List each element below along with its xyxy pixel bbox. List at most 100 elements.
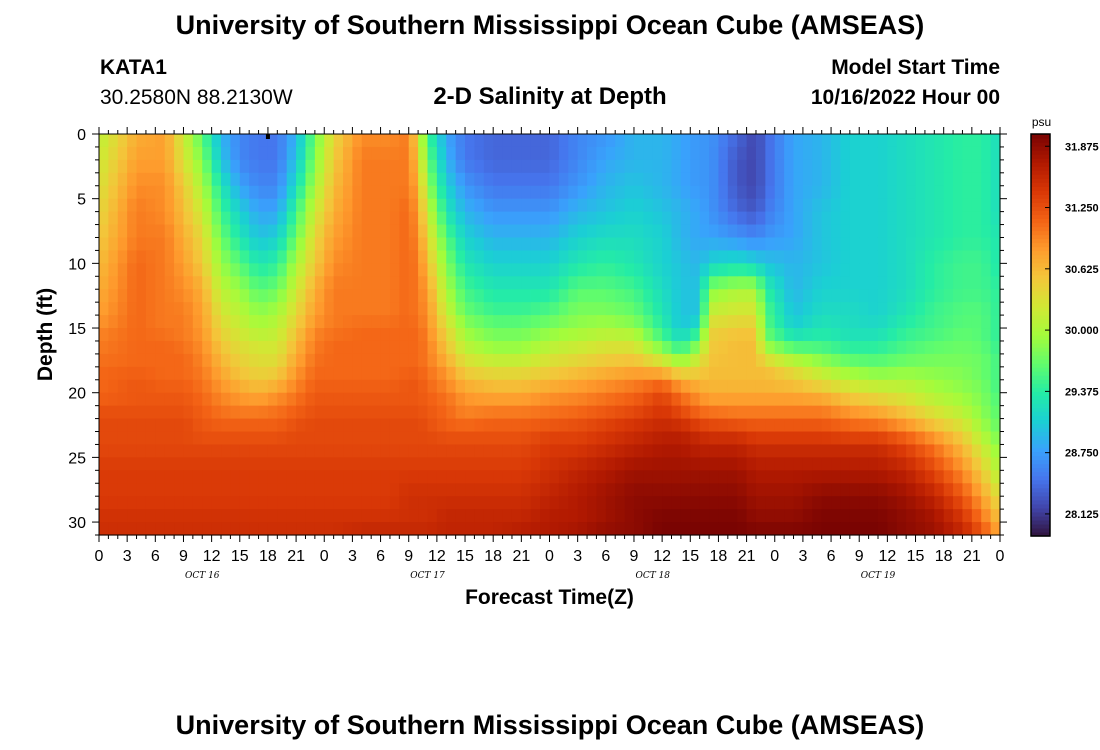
heatmap-cell xyxy=(577,405,588,420)
heatmap-cell xyxy=(558,366,569,381)
heatmap-cell xyxy=(587,379,598,394)
heatmap-cell xyxy=(164,315,175,329)
heatmap-cell xyxy=(380,431,391,446)
heatmap-cell xyxy=(840,405,851,420)
heatmap-cell xyxy=(605,444,616,458)
heatmap-cell xyxy=(558,302,569,316)
heatmap-cell xyxy=(831,237,842,252)
heatmap-cell xyxy=(380,353,391,368)
heatmap-cell xyxy=(680,172,691,187)
heatmap-cell xyxy=(249,457,260,471)
heatmap-cell xyxy=(596,392,607,407)
colorbar-segment xyxy=(1031,218,1050,224)
heatmap-cell xyxy=(221,134,231,148)
heatmap-cell xyxy=(183,302,194,316)
heatmap-cell xyxy=(784,470,795,484)
heatmap-cell xyxy=(643,379,654,394)
heatmap-cell xyxy=(380,289,391,303)
heatmap-cell xyxy=(924,250,935,264)
colorbar-segment xyxy=(1031,178,1050,183)
heatmap-cell xyxy=(971,496,982,510)
heatmap-cell xyxy=(896,444,907,458)
heatmap-cell xyxy=(249,146,260,161)
heatmap-cell xyxy=(821,159,832,174)
heatmap-cell xyxy=(267,353,278,368)
heatmap-cell xyxy=(868,509,879,523)
heatmap-cell xyxy=(324,379,335,394)
heatmap-cell xyxy=(934,340,945,355)
heatmap-cell xyxy=(981,224,992,239)
heatmap-cell xyxy=(183,353,194,368)
heatmap-cell xyxy=(953,431,964,446)
heatmap-cell xyxy=(793,457,804,471)
y-tick-label: 20 xyxy=(68,386,86,403)
heatmap-cell xyxy=(474,185,485,200)
heatmap-cell xyxy=(164,444,175,458)
heatmap-cell xyxy=(530,134,541,148)
heatmap-cell xyxy=(802,522,813,536)
heatmap-cell xyxy=(418,289,429,303)
heatmap-cell xyxy=(981,276,992,290)
heatmap-cell xyxy=(474,134,485,148)
heatmap-cell xyxy=(605,224,616,239)
heatmap-cell xyxy=(962,379,973,394)
heatmap-cell xyxy=(793,315,804,329)
heatmap-cell xyxy=(305,470,316,484)
heatmap-cell xyxy=(596,431,607,446)
heatmap-cell xyxy=(793,263,804,277)
heatmap-cell xyxy=(690,509,701,523)
heatmap-cell xyxy=(164,405,175,420)
heatmap-cell xyxy=(906,185,917,200)
heatmap-cell xyxy=(258,405,269,420)
heatmap-cell xyxy=(558,496,569,510)
heatmap-cell xyxy=(540,263,551,277)
heatmap-cell xyxy=(662,496,673,510)
heatmap-cell xyxy=(258,328,269,342)
heatmap-cell xyxy=(502,392,513,407)
heatmap-cell xyxy=(877,509,888,523)
heatmap-cell xyxy=(183,431,194,446)
heatmap-cell xyxy=(746,328,757,342)
heatmap-cell xyxy=(915,444,926,458)
heatmap-cell xyxy=(333,470,344,484)
heatmap-cell xyxy=(755,522,766,536)
heatmap-cell xyxy=(587,340,598,355)
heatmap-cell xyxy=(361,418,372,433)
heatmap-cell xyxy=(249,289,260,303)
heatmap-cell xyxy=(784,457,795,471)
heatmap-cell xyxy=(709,224,720,239)
heatmap-cell xyxy=(652,418,663,433)
heatmap-cell xyxy=(361,353,372,368)
heatmap-cell xyxy=(699,457,710,471)
heatmap-cell xyxy=(587,185,598,200)
heatmap-cell xyxy=(558,146,569,161)
heatmap-cell xyxy=(418,366,429,381)
heatmap-cell xyxy=(221,146,231,161)
heatmap-cell xyxy=(371,379,382,394)
heatmap-cell xyxy=(446,418,457,433)
heatmap-cell xyxy=(558,250,569,264)
heatmap-cell xyxy=(868,522,879,536)
heatmap-cell xyxy=(521,444,532,458)
heatmap-cell xyxy=(690,211,701,226)
heatmap-cell xyxy=(896,224,907,239)
heatmap-cell xyxy=(924,172,935,187)
heatmap-cell xyxy=(774,353,785,368)
heatmap-cell xyxy=(221,263,231,277)
heatmap-cell xyxy=(652,328,663,342)
heatmap-cell xyxy=(971,457,982,471)
heatmap-cell xyxy=(953,185,964,200)
heatmap-cell xyxy=(727,302,738,316)
heatmap-cell xyxy=(530,276,541,290)
heatmap-cell xyxy=(174,211,185,226)
heatmap-cell xyxy=(446,198,457,213)
heatmap-cell xyxy=(906,366,917,381)
heatmap-cell xyxy=(117,263,128,277)
heatmap-cell xyxy=(108,522,119,536)
heatmap-cell xyxy=(483,509,494,523)
heatmap-cell xyxy=(371,470,382,484)
heatmap-cell xyxy=(164,418,175,433)
heatmap-cell xyxy=(314,328,325,342)
heatmap-cell xyxy=(812,405,823,420)
heatmap-cell xyxy=(924,134,935,148)
